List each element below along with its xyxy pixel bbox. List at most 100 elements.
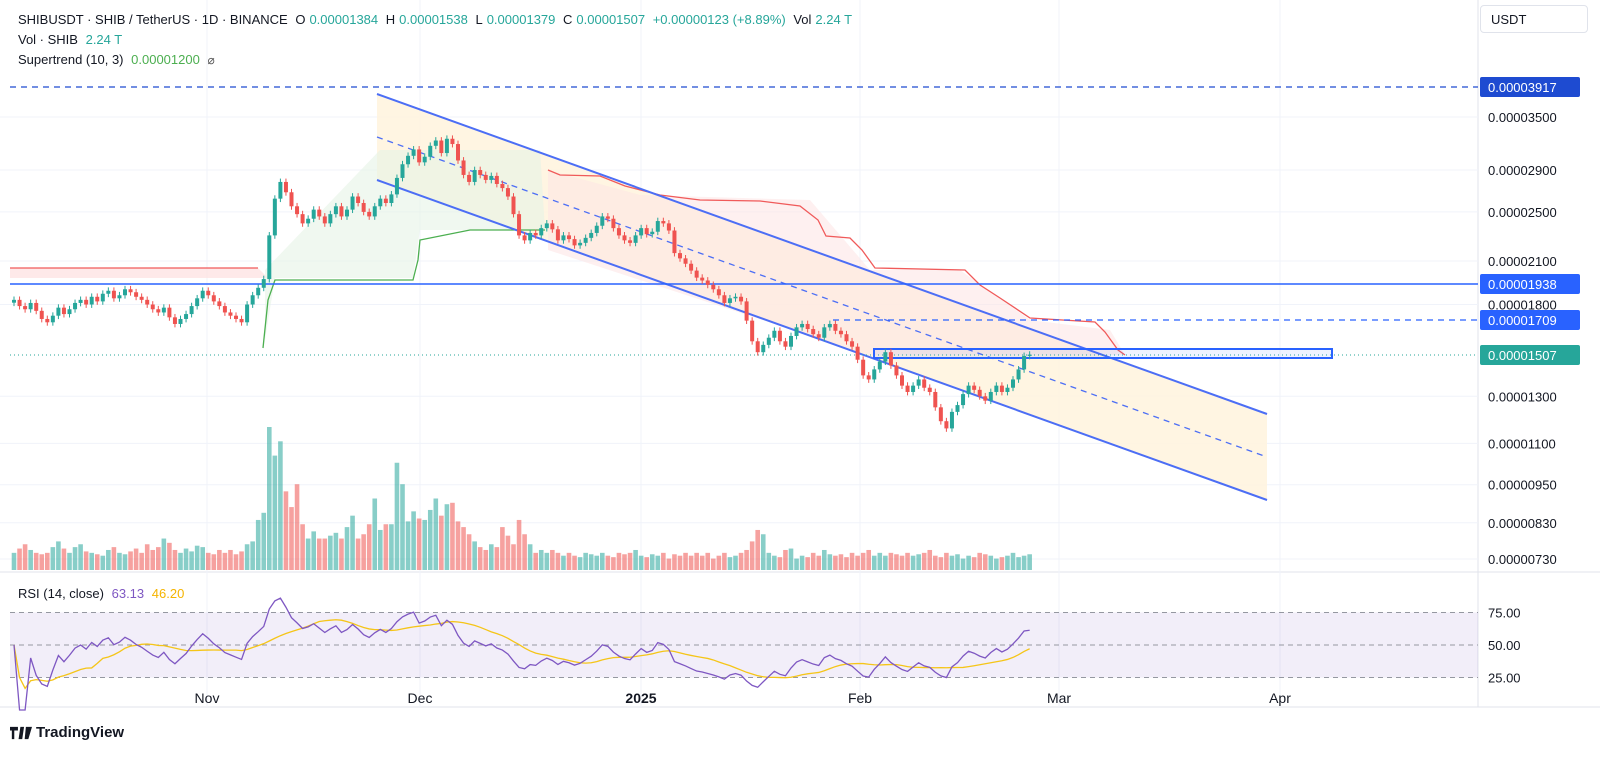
rsi-legend[interactable]: RSI (14, close) 63.13 46.20 [18, 586, 188, 601]
volume-bar [394, 462, 400, 570]
volume-bar [566, 552, 572, 570]
candle-body [678, 253, 682, 259]
price-tick-label: 0.00000730 [1488, 552, 1557, 567]
price-tag [1480, 345, 1580, 365]
high-value: 0.00001538 [399, 12, 468, 27]
rsi-ma-line [13, 619, 1030, 690]
candle-body [811, 329, 816, 335]
candle-body [89, 296, 94, 305]
volume-bar [927, 549, 933, 570]
volume-bar [89, 552, 94, 570]
candle-body [45, 318, 50, 323]
visibility-icon[interactable]: ⌀ [207, 53, 215, 67]
rsi-line [13, 597, 1030, 711]
candle-body [705, 280, 710, 285]
candle-body [733, 296, 738, 299]
volume-bar [699, 555, 705, 570]
volume-bar [472, 541, 477, 570]
volume-bar [649, 554, 655, 570]
candle-body [300, 214, 305, 224]
volume-bar [805, 557, 810, 570]
candle-body [156, 309, 161, 313]
volume-bar [855, 555, 860, 570]
volume-legend[interactable]: Vol · SHIB 2.24 T [18, 32, 126, 47]
volume-bar [411, 511, 416, 570]
volume-bar [666, 558, 672, 570]
candle-body [827, 323, 832, 328]
supertrend-legend[interactable]: Supertrend (10, 3) 0.00001200 ⌀ [18, 52, 219, 67]
candle-body [972, 385, 977, 390]
candle-body [195, 298, 200, 307]
close-label: C [563, 12, 573, 27]
volume-bar [489, 544, 494, 570]
candle-body [711, 284, 716, 290]
price-tick-label: 0.00000830 [1488, 516, 1557, 531]
candle-body [245, 304, 250, 323]
candle-body [716, 289, 721, 296]
rsi-label: RSI (14, close) [18, 586, 104, 601]
candle-body [256, 287, 261, 296]
volume-bar [561, 555, 566, 570]
candle-body [866, 375, 871, 380]
symbol-line[interactable]: SHIBUSDT · SHIB / TetherUS · 1D · BINANC… [18, 12, 288, 27]
supertrend-value: 0.00001200 [131, 52, 200, 67]
volume-bar [477, 547, 483, 570]
candle-body [333, 206, 338, 215]
volume-bar [982, 554, 988, 570]
volume-bar [766, 552, 772, 570]
volume-bar [244, 544, 250, 570]
volume-bar [988, 555, 994, 570]
volume-bar [749, 541, 755, 570]
volume-bar [705, 552, 711, 570]
volume-bar [533, 552, 538, 570]
volume-bar [250, 541, 255, 570]
volume-bar [883, 555, 888, 570]
volume-bar [633, 549, 638, 570]
candle-body [411, 149, 416, 156]
candle-body [400, 164, 405, 178]
volume-bar [389, 524, 394, 570]
volume-bar [605, 555, 611, 570]
candle-body [694, 270, 699, 278]
candle-body [794, 327, 799, 336]
candle-body [139, 296, 144, 300]
candle-body [661, 221, 666, 224]
volume-bar [894, 554, 899, 570]
volume-bar [427, 509, 433, 570]
volume-bar [383, 524, 389, 570]
volume-bar [905, 552, 910, 570]
candle-body [345, 209, 349, 217]
rsi-tick-label: 25.00 [1488, 671, 1521, 686]
candle-body [583, 237, 588, 243]
volume-bar [378, 529, 383, 570]
currency-selector[interactable]: USDT [1480, 5, 1588, 33]
candle-body [189, 306, 194, 315]
volume-bar [372, 498, 378, 570]
volume-bar [211, 554, 217, 570]
rsi-tick-label: 50.00 [1488, 638, 1521, 653]
candle-body [850, 341, 855, 347]
volume-bar [955, 554, 960, 570]
candle-body [916, 379, 921, 386]
candle-body [184, 314, 189, 319]
channel-mid-line [376, 136, 1268, 458]
supertrend-red-line-2 [547, 169, 1126, 356]
candle-body [789, 335, 793, 347]
volume-bar [1016, 557, 1021, 570]
supertrend-bull-fill [265, 150, 545, 340]
rsi-tick-label: 75.00 [1488, 606, 1521, 621]
candle-body [461, 160, 466, 175]
candle-body [145, 299, 150, 305]
volume-bar [977, 552, 982, 570]
candle-body [666, 223, 671, 231]
volume-bar [439, 515, 444, 570]
price-tick-label: 0.00000950 [1488, 478, 1557, 493]
volume-bar [328, 535, 333, 570]
candle-body [439, 140, 444, 154]
channel-upper-line [376, 93, 1268, 415]
candle-body [911, 385, 916, 392]
candle-body [417, 149, 422, 163]
volume-bar [866, 549, 871, 570]
